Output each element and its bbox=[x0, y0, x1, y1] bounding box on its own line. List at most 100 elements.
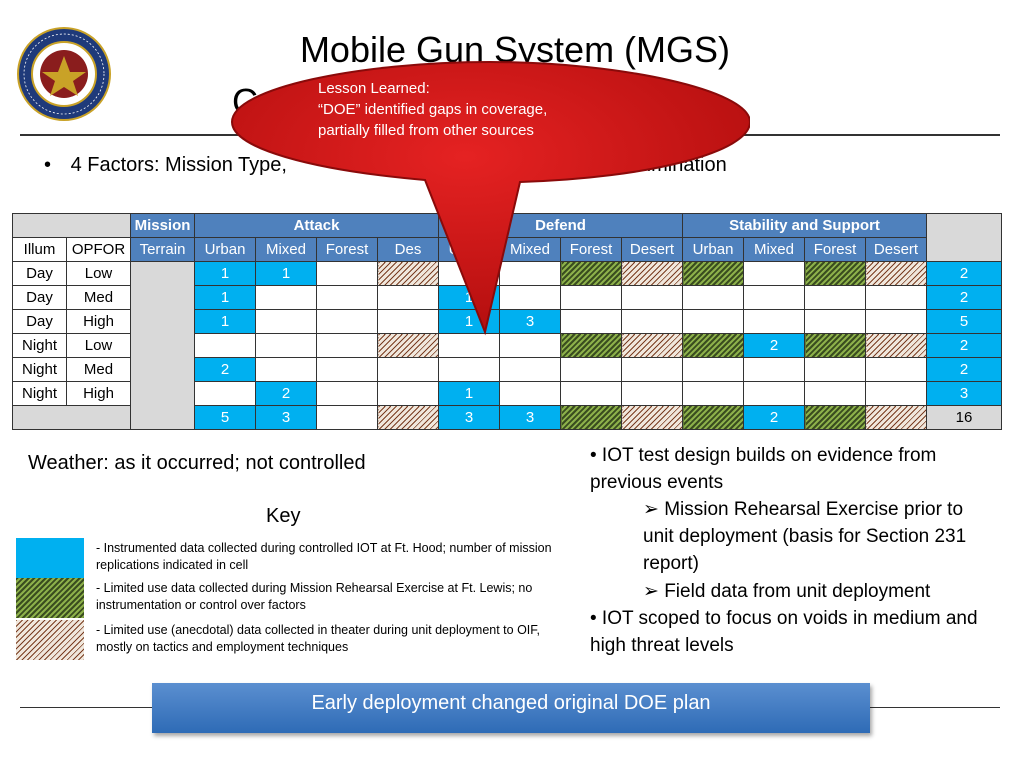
column-total bbox=[621, 405, 683, 430]
row-total: 2 bbox=[926, 285, 1002, 310]
illum-cell: Night bbox=[12, 333, 67, 358]
coverage-cell bbox=[499, 333, 561, 358]
terrain-header-9: Mixed bbox=[743, 237, 805, 262]
key-swatch-green bbox=[16, 578, 84, 618]
grand-total: 16 bbox=[926, 405, 1002, 430]
table-row: Night High 2 1 3 bbox=[12, 381, 1002, 406]
key-title: Key bbox=[266, 505, 301, 527]
terrain-header-10: Forest bbox=[804, 237, 866, 262]
table-row: Day Med 1 1 2 bbox=[12, 285, 1002, 310]
coverage-cell bbox=[804, 333, 866, 358]
column-total bbox=[377, 405, 439, 430]
coverage-cell bbox=[743, 285, 805, 310]
coverage-cell bbox=[255, 333, 317, 358]
coverage-cell bbox=[804, 285, 866, 310]
coverage-cell: 1 bbox=[255, 261, 317, 286]
table-row: Day High 1 1 3 5 bbox=[12, 309, 1002, 334]
coverage-cell bbox=[560, 309, 622, 334]
coverage-cell bbox=[316, 381, 378, 406]
coverage-cell bbox=[804, 381, 866, 406]
coverage-cell bbox=[682, 333, 744, 358]
column-total: 3 bbox=[255, 405, 317, 430]
coverage-cell bbox=[377, 357, 439, 382]
coverage-cell bbox=[438, 357, 500, 382]
terrain-header-3: Des bbox=[377, 237, 439, 262]
subbullet-field-data: ➢ Field data from unit deployment bbox=[643, 581, 931, 602]
row-total: 2 bbox=[926, 333, 1002, 358]
coverage-cell bbox=[865, 381, 927, 406]
coverage-cell bbox=[316, 285, 378, 310]
terrain-header-2: Forest bbox=[316, 237, 378, 262]
coverage-cell bbox=[804, 309, 866, 334]
illum-cell: Day bbox=[12, 261, 67, 286]
coverage-cell: 2 bbox=[255, 381, 317, 406]
opfor-cell: Low bbox=[66, 261, 131, 286]
corner-cell bbox=[12, 213, 131, 238]
lesson-learned-callout bbox=[230, 60, 750, 336]
coverage-cell bbox=[499, 285, 561, 310]
opfor-cell: High bbox=[66, 309, 131, 334]
terrain-header-6: Forest bbox=[560, 237, 622, 262]
mission-label: Mission bbox=[130, 213, 195, 238]
bullet-iot-design: • IOT test design builds on evidence fro… bbox=[590, 445, 937, 493]
terrain-header-11: Desert bbox=[865, 237, 927, 262]
coverage-cell bbox=[865, 309, 927, 334]
illum-cell: Night bbox=[12, 381, 67, 406]
coverage-cell: 1 bbox=[194, 309, 256, 334]
coverage-cell bbox=[804, 261, 866, 286]
bullet-iot-scoped: • IOT scoped to focus on voids in medium… bbox=[590, 608, 978, 656]
opfor-label: OPFOR bbox=[66, 237, 131, 262]
row-total: 3 bbox=[926, 381, 1002, 406]
opfor-cell: High bbox=[66, 381, 131, 406]
coverage-cell bbox=[316, 333, 378, 358]
dote-seal-icon bbox=[17, 27, 111, 121]
coverage-cell bbox=[621, 357, 683, 382]
illum-cell: Night bbox=[12, 357, 67, 382]
total-header bbox=[926, 213, 1002, 262]
coverage-cell bbox=[804, 357, 866, 382]
key-swatch-hatch bbox=[16, 620, 84, 660]
coverage-cell bbox=[682, 309, 744, 334]
column-total bbox=[804, 405, 866, 430]
coverage-cell bbox=[560, 357, 622, 382]
key-swatch-blue bbox=[16, 538, 84, 578]
coverage-cell bbox=[560, 381, 622, 406]
opfor-cell: Med bbox=[66, 357, 131, 382]
key-item-anecdotal: - Limited use (anecdotal) data collected… bbox=[96, 623, 541, 654]
coverage-cell bbox=[377, 381, 439, 406]
doe-plan-banner: Early deployment changed original DOE pl… bbox=[152, 683, 870, 733]
bullet-dot: • bbox=[44, 154, 52, 176]
opfor-cell: Low bbox=[66, 333, 131, 358]
row-total: 2 bbox=[926, 357, 1002, 382]
coverage-cell bbox=[194, 333, 256, 358]
totals-row: 5 3 3 3 2 16 bbox=[12, 405, 1002, 430]
coverage-cell bbox=[255, 309, 317, 334]
terrain-header-7: Desert bbox=[621, 237, 683, 262]
column-total bbox=[865, 405, 927, 430]
coverage-cell bbox=[682, 357, 744, 382]
row-total: 5 bbox=[926, 309, 1002, 334]
column-total bbox=[560, 405, 622, 430]
column-total: 5 bbox=[194, 405, 256, 430]
coverage-cell bbox=[255, 357, 317, 382]
totals-label-cell bbox=[12, 405, 131, 430]
opfor-cell: Med bbox=[66, 285, 131, 310]
table-row: Day Low 1 1 2 bbox=[12, 261, 1002, 430]
coverage-cell bbox=[499, 261, 561, 286]
row-total: 2 bbox=[926, 261, 1002, 286]
coverage-cell bbox=[743, 309, 805, 334]
coverage-cell: 1 bbox=[194, 261, 256, 286]
column-total bbox=[682, 405, 744, 430]
coverage-cell bbox=[377, 261, 439, 286]
column-total: 3 bbox=[438, 405, 500, 430]
coverage-cell bbox=[560, 285, 622, 310]
illum-cell: Day bbox=[12, 309, 67, 334]
coverage-cell bbox=[682, 285, 744, 310]
column-total: 3 bbox=[499, 405, 561, 430]
coverage-cell bbox=[865, 357, 927, 382]
table-row: Night Low 2 2 bbox=[12, 333, 1002, 358]
key-item-rehearsal: - Limited use data collected during Miss… bbox=[96, 581, 533, 612]
coverage-cell bbox=[316, 357, 378, 382]
callout-text: Lesson Learned: “DOE” identified gaps in… bbox=[318, 80, 548, 139]
table-row: Night Med 2 2 bbox=[12, 357, 1002, 382]
